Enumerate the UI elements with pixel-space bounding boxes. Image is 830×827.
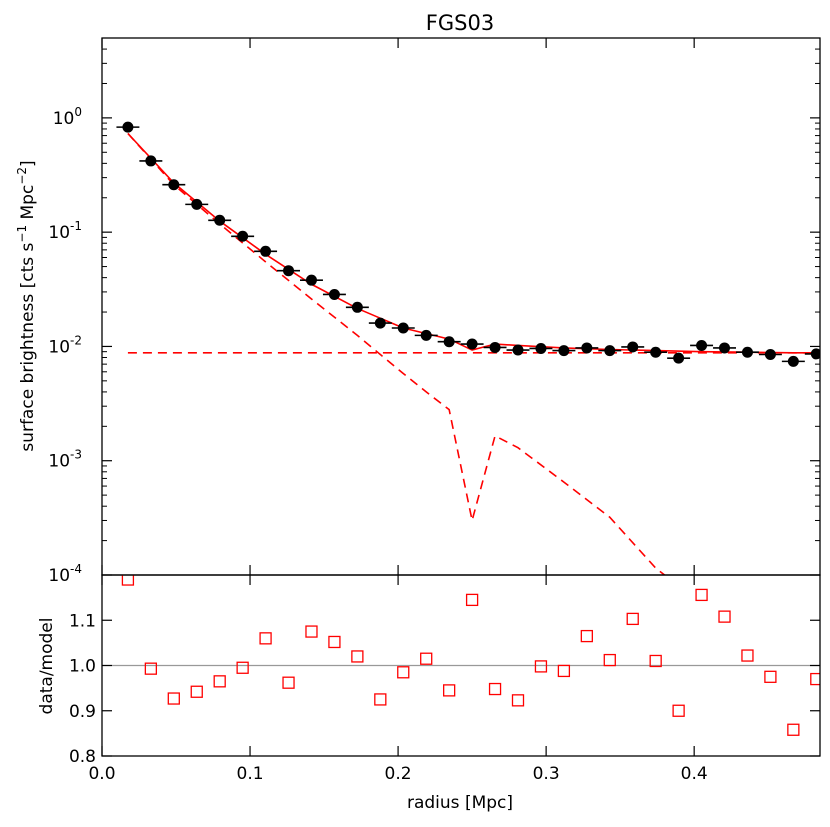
ratio-point [741, 649, 754, 662]
ratio-point [695, 588, 708, 602]
bottom-y-axis-label: data/model [37, 618, 57, 715]
ratio-point [443, 684, 456, 697]
ratio-point [305, 625, 318, 638]
bottom-panel: 0.8 0.9 1.0 1.1 0.0 0.1 0.2 0.3 0.4 [69, 574, 821, 784]
ratio-point [351, 650, 364, 663]
data-point [122, 121, 134, 133]
data-point [374, 317, 386, 329]
ratio-point [580, 629, 593, 643]
ratio-point [718, 610, 731, 623]
ratio-point [144, 662, 158, 675]
data-point [214, 214, 226, 226]
ratio-point [764, 670, 777, 683]
data-point [305, 274, 317, 286]
chart-title: FGS03 [426, 11, 494, 35]
data-point [237, 230, 249, 242]
ratio-point [810, 672, 820, 686]
x-tick-label: 0.4 [681, 764, 708, 784]
ratio-point [603, 653, 616, 667]
top-plot-frame [101, 37, 821, 576]
x-axis-label: radius [Mpc] [407, 793, 513, 813]
top-y-axis-label: surface brightness [cts s−1 Mpc−2] [15, 160, 38, 451]
ratio-point [328, 635, 341, 649]
data-point [627, 341, 639, 353]
data-point [489, 341, 501, 353]
top-y-tick-label: 100 [53, 105, 82, 129]
bottom-y-tick-label: 1.0 [69, 657, 96, 677]
ratio-point [167, 692, 180, 705]
top-y-tick-label: 10-2 [48, 333, 82, 357]
data-point [443, 336, 455, 348]
data-point [673, 352, 685, 364]
data-point [512, 344, 524, 356]
ratio-point [672, 704, 685, 717]
data-point [696, 339, 708, 351]
data-point [741, 346, 753, 358]
ratio-point [626, 612, 639, 626]
ratio-point [649, 654, 662, 668]
x-tick-label: 0.1 [237, 764, 264, 784]
ratio-point [374, 693, 387, 706]
data-point [260, 245, 272, 257]
ratio-point [534, 660, 548, 673]
data-point [581, 342, 593, 354]
data-point [145, 155, 157, 167]
x-tick-label: 0.0 [88, 764, 115, 784]
data-point [558, 345, 570, 357]
bottom-plot-frame [101, 574, 821, 757]
data-point [535, 342, 547, 354]
ratio-point [259, 632, 272, 645]
bottom-y-tick-label: 1.1 [69, 611, 96, 631]
ratio-point [465, 593, 479, 607]
data-point [397, 322, 409, 334]
ratio-point [488, 682, 502, 696]
ratio-point [511, 694, 525, 707]
ratio-point [213, 675, 226, 688]
ratio-point [397, 666, 410, 679]
top-y-tick-label: 10-1 [48, 219, 82, 243]
data-point [650, 346, 662, 358]
x-tick-label: 0.2 [385, 764, 412, 784]
data-point [719, 342, 731, 354]
ratio-point [787, 723, 800, 736]
bottom-y-tick-label: 0.8 [69, 747, 96, 767]
data-point [168, 179, 180, 191]
ratio-point [420, 652, 433, 665]
ratio-point [236, 661, 249, 674]
model-line-total-model [127, 132, 820, 354]
data-point [787, 355, 799, 367]
top-y-tick-label: 10-3 [48, 448, 82, 472]
ratio-point [282, 676, 295, 689]
model-line-cluster-component [127, 132, 666, 575]
data-point [466, 338, 478, 350]
data-point [328, 288, 340, 300]
data-point [351, 301, 363, 313]
x-tick-label: 0.3 [533, 764, 560, 784]
top-y-tick-label: 10-4 [48, 562, 82, 586]
data-point [604, 345, 616, 357]
data-point [283, 265, 295, 277]
top-panel: 100 10-1 10-2 10-3 10-4 [48, 37, 821, 586]
bottom-y-tick-label: 0.9 [69, 702, 96, 722]
ratio-point [557, 664, 571, 678]
ratio-point [190, 685, 203, 698]
data-point [420, 329, 432, 341]
data-point [764, 349, 776, 361]
ratio-point [121, 575, 135, 586]
data-point [191, 198, 203, 210]
